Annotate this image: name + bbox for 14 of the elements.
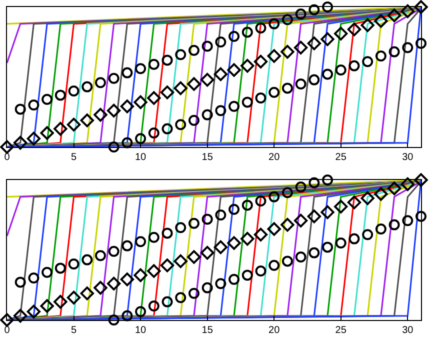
x-tick-label: 20 (268, 152, 280, 163)
x-tick-label: 25 (335, 325, 347, 336)
x-tick-label: 30 (402, 325, 414, 336)
x-tick-label: 25 (335, 152, 347, 163)
x-tick-label: 5 (70, 152, 77, 163)
x-tick-label: 30 (402, 152, 414, 163)
x-tick-label: 15 (202, 325, 214, 336)
x-tick-label: 0 (4, 152, 10, 163)
x-tick-label: 15 (202, 152, 214, 163)
x-tick-label: 20 (268, 325, 280, 336)
x-tick-label: 0 (4, 325, 10, 336)
x-tick-label: 10 (134, 325, 147, 336)
x-tick-label: 10 (134, 152, 147, 163)
x-tick-label: 5 (70, 325, 77, 336)
